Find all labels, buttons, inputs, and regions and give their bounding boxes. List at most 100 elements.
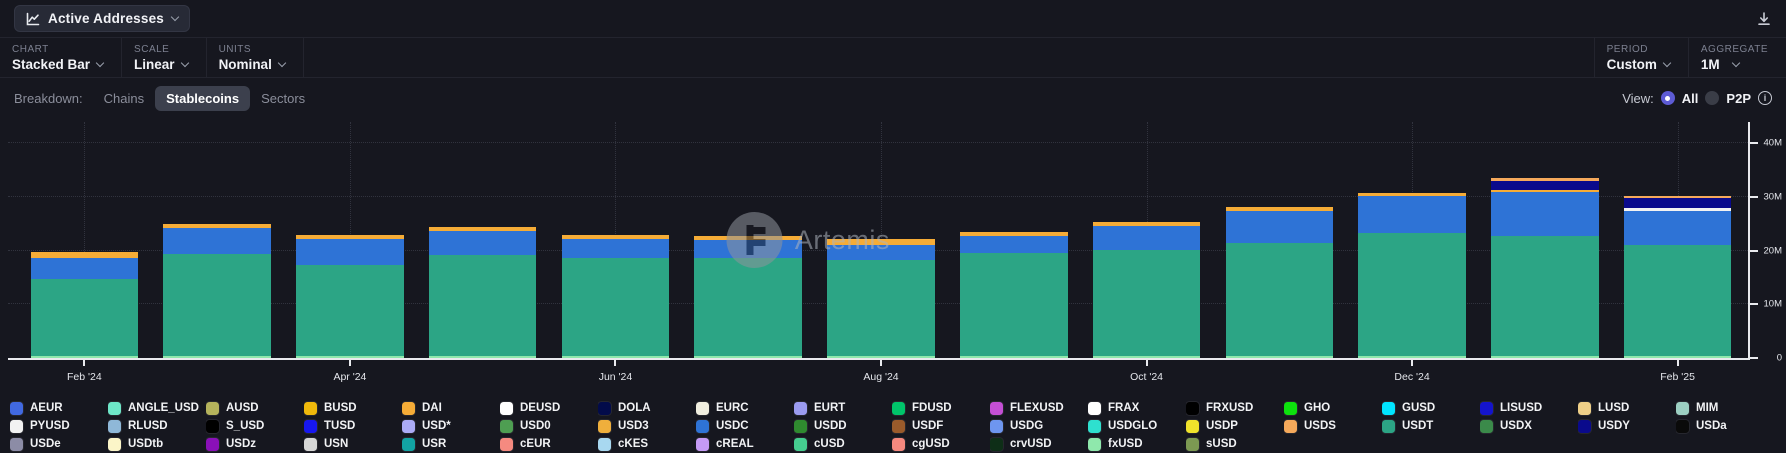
bar-segment-fxusd[interactable] — [1092, 356, 1201, 358]
legend-item-frxusd[interactable]: FRXUSD — [1186, 399, 1284, 417]
legend-item-susd[interactable]: sUSD — [1186, 435, 1284, 453]
bar-segment-dai[interactable] — [1225, 207, 1334, 211]
bar-jul--24[interactable] — [694, 122, 802, 358]
bar-segment-usdc[interactable] — [1623, 210, 1732, 245]
breakdown-option-stablecoins[interactable]: Stablecoins — [155, 85, 251, 111]
legend-item-cusd[interactable]: cUSD — [794, 435, 892, 453]
legend-item-flexusd[interactable]: FLEXUSD — [990, 399, 1088, 417]
view-radio-p2p[interactable] — [1705, 91, 1720, 105]
bar-segment-pyusd[interactable] — [1623, 208, 1732, 211]
bar-segment-fxusd[interactable] — [959, 356, 1068, 358]
bar-segment-usdc[interactable] — [296, 238, 404, 265]
legend-item-dola[interactable]: DOLA — [598, 399, 696, 417]
bar-segment-dai[interactable] — [163, 223, 271, 229]
legend-item-mim[interactable]: MIM — [1676, 399, 1774, 417]
bar-feb--24[interactable] — [30, 122, 139, 358]
legend-item-usd-[interactable]: USD* — [402, 417, 500, 435]
legend-item-usdp[interactable]: USDP — [1186, 417, 1284, 435]
legend-item-crvusd[interactable]: crvUSD — [990, 435, 1088, 453]
bar-segment-dai[interactable] — [827, 238, 935, 245]
bar-segment-usdt[interactable] — [1491, 236, 1599, 357]
bar-feb--25[interactable] — [1623, 122, 1732, 358]
legend-item-gusd[interactable]: GUSD — [1382, 399, 1480, 417]
bar-segment-fxusd[interactable] — [1623, 356, 1732, 358]
bar-segment-usdc[interactable] — [561, 238, 670, 258]
bar-segment-fxusd[interactable] — [561, 356, 670, 358]
legend-item-lisusd[interactable]: LISUSD — [1480, 399, 1578, 417]
bar-segment-fxusd[interactable] — [296, 356, 404, 358]
bar-segment-usdt[interactable] — [1225, 242, 1334, 357]
bar-segment-usdc[interactable] — [1092, 225, 1201, 250]
legend-item-angle-usd[interactable]: ANGLE_USD — [108, 399, 206, 417]
bar-segment-dai[interactable] — [1491, 190, 1599, 192]
legend-item-deusd[interactable]: DEUSD — [500, 399, 598, 417]
bar-segment-dai[interactable] — [30, 252, 139, 259]
legend-item-lusd[interactable]: LUSD — [1578, 399, 1676, 417]
bar-segment-usdc[interactable] — [827, 244, 935, 260]
legend-item-frax[interactable]: FRAX — [1088, 399, 1186, 417]
legend-item-dai[interactable]: DAI — [402, 399, 500, 417]
legend-item-rlusd[interactable]: RLUSD — [108, 417, 206, 435]
bar-segment-usds[interactable] — [1623, 195, 1732, 198]
bar-segment-usdc[interactable] — [1358, 195, 1466, 234]
bar-segment-fxusd[interactable] — [163, 356, 271, 358]
bar-dec--24[interactable] — [1358, 122, 1466, 358]
units-control[interactable]: UNITS Nominal — [205, 38, 303, 77]
bar-segment-usdt[interactable] — [1623, 244, 1732, 357]
legend-item-usdc[interactable]: USDC — [696, 417, 794, 435]
bar-jan--25[interactable] — [1491, 122, 1599, 358]
bar-oct--24[interactable] — [1092, 122, 1201, 358]
info-icon[interactable]: i — [1758, 91, 1772, 105]
bar-segment-usdt[interactable] — [827, 259, 935, 357]
breakdown-option-sectors[interactable]: Sectors — [261, 90, 306, 106]
bar-segment-dai[interactable] — [1358, 192, 1466, 196]
legend-item-usdg[interactable]: USDG — [990, 417, 1088, 435]
scale-control[interactable]: SCALE Linear — [121, 38, 206, 77]
legend-item-usdtb[interactable]: USDtb — [108, 435, 206, 453]
legend-item-usdf[interactable]: USDF — [892, 417, 990, 435]
legend-item-creal[interactable]: cREAL — [696, 435, 794, 453]
aggregate-control[interactable]: AGGREGATE 1M — [1687, 38, 1786, 77]
legend-item-usdy[interactable]: USDY — [1578, 417, 1676, 435]
bar-segment-usdc[interactable] — [428, 230, 537, 255]
view-radio-all[interactable] — [1660, 91, 1675, 105]
bar-segment-fxusd[interactable] — [30, 356, 139, 358]
legend-item-busd[interactable]: BUSD — [304, 399, 402, 417]
legend-item-usde[interactable]: USDe — [10, 435, 108, 453]
bar-nov--24[interactable] — [1225, 122, 1334, 358]
bar-segment-usdt[interactable] — [163, 253, 271, 357]
bar-sep--24[interactable] — [959, 122, 1068, 358]
bar-segment-dai[interactable] — [296, 235, 404, 239]
legend-item-aeur[interactable]: AEUR — [10, 399, 108, 417]
legend-item-usd3[interactable]: USD3 — [598, 417, 696, 435]
legend-item-tusd[interactable]: TUSD — [304, 417, 402, 435]
legend-item-usn[interactable]: USN — [304, 435, 402, 453]
bar-mar--24[interactable] — [163, 122, 271, 358]
bar-segment-usdt[interactable] — [428, 254, 537, 357]
legend-item-pyusd[interactable]: PYUSD — [10, 417, 108, 435]
legend-item-eurt[interactable]: EURT — [794, 399, 892, 417]
bar-segment-usdc[interactable] — [30, 258, 139, 280]
chart-type-control[interactable]: CHART Stacked Bar — [0, 38, 121, 77]
legend-item-usdx[interactable]: USDX — [1480, 417, 1578, 435]
legend-item-usdd[interactable]: USDD — [794, 417, 892, 435]
bar-segment-fxusd[interactable] — [827, 356, 935, 358]
bar-segment-usdc[interactable] — [959, 235, 1068, 253]
legend-item-cgusd[interactable]: cgUSD — [892, 435, 990, 453]
bar-segment-usdt[interactable] — [561, 257, 670, 357]
legend-item-usdz[interactable]: USDz — [206, 435, 304, 453]
breakdown-option-chains[interactable]: Chains — [103, 90, 145, 106]
legend-item-ausd[interactable]: AUSD — [206, 399, 304, 417]
bar-segment-usdc[interactable] — [1491, 191, 1599, 237]
bar-segment-dai[interactable] — [561, 235, 670, 239]
legend-item-usr[interactable]: USR — [402, 435, 500, 453]
bar-segment-usdt[interactable] — [694, 257, 802, 357]
legend-item-ckes[interactable]: cKES — [598, 435, 696, 453]
bar-segment-fxusd[interactable] — [1225, 356, 1334, 358]
bar-segment-usdc[interactable] — [163, 228, 271, 254]
bar-segment-usdt[interactable] — [959, 252, 1068, 357]
metric-selector-button[interactable]: Active Addresses — [14, 5, 191, 32]
legend-item-fxusd[interactable]: fxUSD — [1088, 435, 1186, 453]
legend-item-gho[interactable]: GHO — [1284, 399, 1382, 417]
bar-segment-usdy[interactable] — [1623, 197, 1732, 209]
